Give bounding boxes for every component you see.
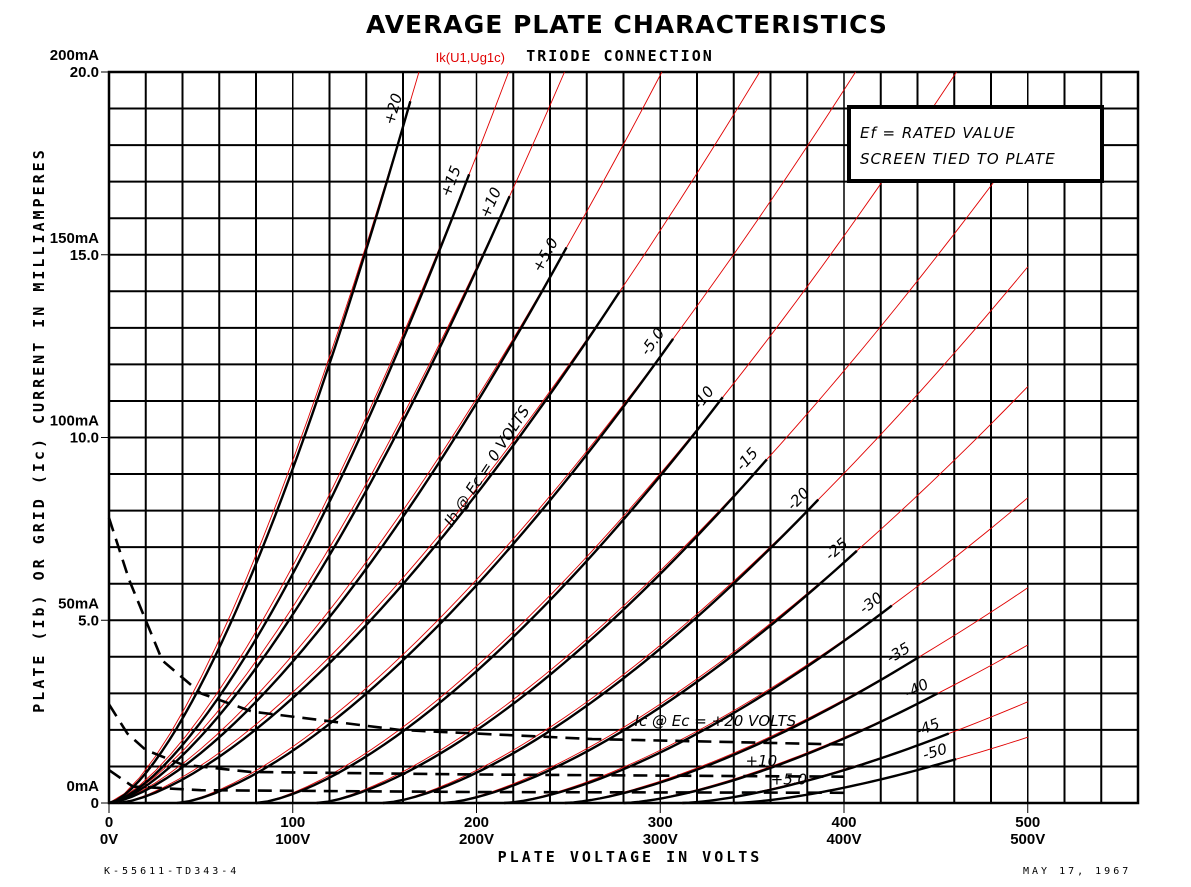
y-axis-label: PLATE (Ib) OR GRID (Ic) CURRENT IN MILLI… bbox=[30, 147, 48, 712]
plate-curve bbox=[108, 195, 511, 805]
x-tick-label-overlay: 300V bbox=[643, 831, 678, 848]
y-tick-label-overlay: 0mA bbox=[66, 778, 99, 795]
plate-curve bbox=[623, 692, 939, 805]
legend-line-1: Ef = RATED VALUE bbox=[860, 124, 1016, 142]
ticks: 00V100100V200200V300300V400400V500500V00… bbox=[50, 47, 1045, 848]
y-tick-label-overlay: 50mA bbox=[58, 595, 99, 612]
x-tick-label: 300 bbox=[648, 814, 673, 831]
y-tick-label-overlay: 100mA bbox=[50, 413, 99, 430]
plate-curve bbox=[316, 458, 768, 805]
x-axis-label: PLATE VOLTAGE IN VOLTS bbox=[498, 848, 763, 866]
plate-curve bbox=[443, 549, 858, 805]
grid-current-curves: Ic @ Ec = +20 VOLTS +10+5.0 bbox=[107, 517, 845, 795]
model-curve bbox=[118, 71, 761, 804]
x-tick-label-overlay: 0V bbox=[100, 831, 118, 848]
grid-current-curve bbox=[107, 517, 845, 746]
plate-curve bbox=[564, 655, 920, 805]
grid-current-curve bbox=[108, 769, 845, 795]
plate-curve bbox=[682, 732, 950, 805]
plate-curve bbox=[108, 173, 471, 805]
y-tick-label: 5.0 bbox=[78, 612, 99, 629]
x-tick-label-overlay: 100V bbox=[275, 831, 310, 848]
y-tick-label-overlay: 150mA bbox=[50, 230, 99, 247]
x-tick-label-overlay: 200V bbox=[459, 831, 494, 848]
chart-subtitle: TRIODE CONNECTION bbox=[526, 47, 714, 65]
model-curve bbox=[443, 386, 1029, 804]
legend-box: Ef = RATED VALUE SCREEN TIED TO PLATE bbox=[847, 105, 1104, 183]
x-tick-label: 200 bbox=[464, 814, 489, 831]
chart-title: AVERAGE PLATE CHARACTERISTICS bbox=[366, 10, 888, 39]
plate-curve bbox=[255, 396, 724, 805]
plate-curve bbox=[382, 498, 820, 805]
grid-current-curve bbox=[107, 703, 845, 778]
model-curve bbox=[108, 71, 663, 804]
y-tick-label: 0 bbox=[91, 795, 99, 812]
model-curve bbox=[255, 71, 957, 804]
model-curve bbox=[176, 71, 856, 804]
legend-line-2: SCREEN TIED TO PLATE bbox=[860, 150, 1056, 168]
model-curve bbox=[316, 136, 1029, 804]
model-curve bbox=[504, 497, 1029, 804]
x-tick-label: 0 bbox=[105, 814, 113, 831]
model-curve bbox=[382, 266, 1029, 804]
x-tick-label: 100 bbox=[280, 814, 305, 831]
grid-current-label: +10 bbox=[745, 752, 777, 770]
grid-current-label: +5.0 bbox=[771, 770, 807, 788]
x-tick-label: 500 bbox=[1015, 814, 1040, 831]
y-tick-label: 15.0 bbox=[70, 247, 99, 264]
plate-curve bbox=[117, 290, 621, 805]
footer-right: MAY 17, 1967 bbox=[1023, 866, 1132, 877]
x-tick-label-overlay: 400V bbox=[826, 831, 861, 848]
plate-curves: +20+15+10+5.0Ib @ Ec = 0 VOLTS-5.0-10-15… bbox=[108, 91, 957, 805]
plate-curve bbox=[733, 757, 957, 805]
grid bbox=[107, 70, 1140, 805]
y-tick-label: 20.0 bbox=[70, 64, 99, 81]
y-tick-label: 10.0 bbox=[70, 430, 99, 447]
model-curves bbox=[108, 71, 1029, 804]
overlay-label: Ik(U1,Ug1c) bbox=[436, 50, 505, 65]
plate-curve bbox=[503, 604, 893, 805]
y-tick-label-overlay: 200mA bbox=[50, 47, 99, 64]
x-tick-label-overlay: 500V bbox=[1010, 831, 1045, 848]
grid-current-label: Ic @ Ec = +20 VOLTS bbox=[635, 712, 797, 730]
x-tick-label: 400 bbox=[831, 814, 856, 831]
footer-left: K-55611-TD343-4 bbox=[104, 866, 240, 877]
